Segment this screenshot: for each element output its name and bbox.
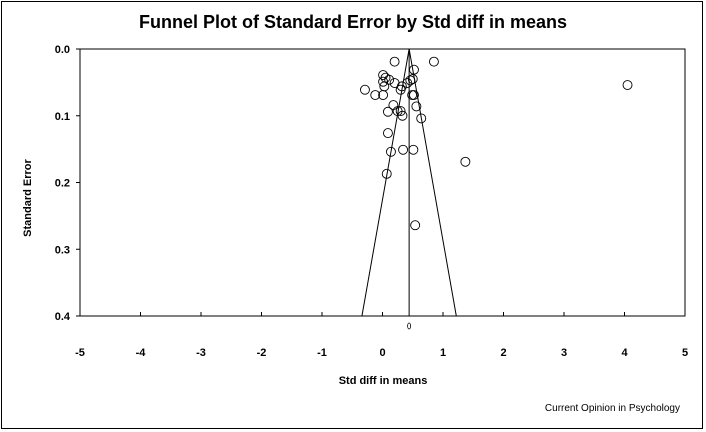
plot-area xyxy=(79,48,686,317)
funnel-right-line xyxy=(408,48,457,317)
y-tick-label: 0.1 xyxy=(55,111,70,123)
study-point xyxy=(395,106,406,117)
study-point xyxy=(386,146,396,157)
study-point xyxy=(428,56,439,67)
credit-text: Current Opinion in Psychology xyxy=(544,403,680,414)
x-tick-label: -2 xyxy=(257,347,267,359)
chart-title: Funnel Plot of Standard Error by Std dif… xyxy=(138,12,568,32)
x-tick-label: 0 xyxy=(379,347,385,359)
study-point xyxy=(416,113,427,124)
data-points xyxy=(360,56,633,231)
x-axis: -5 -4 -3 -2 -1 0 1 2 3 4 5 xyxy=(75,312,688,359)
x-tick-label: 3 xyxy=(561,347,567,359)
study-point xyxy=(398,144,409,155)
y-axis: 0.0 0.1 0.2 0.3 0.4 xyxy=(55,44,80,323)
study-point xyxy=(409,64,419,75)
x-tick-label: 5 xyxy=(682,347,688,359)
y-tick-label: 0.2 xyxy=(55,178,70,190)
y-tick-label: 0.0 xyxy=(55,44,70,56)
x-tick-label: 2 xyxy=(500,347,506,359)
study-point xyxy=(378,90,389,101)
study-point xyxy=(395,84,406,95)
funnel-lines xyxy=(361,48,457,330)
study-point xyxy=(370,90,381,101)
y-tick-label: 0.4 xyxy=(55,311,71,323)
funnel-left-line xyxy=(361,48,410,317)
y-tick-label: 0.3 xyxy=(55,244,70,256)
x-tick-label: -4 xyxy=(136,347,147,359)
study-point xyxy=(397,110,408,121)
x-tick-label: -1 xyxy=(317,347,327,359)
study-point xyxy=(381,168,392,179)
study-point xyxy=(360,84,370,95)
x-tick-label: -5 xyxy=(75,347,85,359)
x-tick-label: 4 xyxy=(621,347,628,359)
study-point xyxy=(384,74,395,85)
study-point xyxy=(622,80,633,90)
study-point xyxy=(410,220,421,231)
study-point xyxy=(402,78,413,88)
x-tick-label: -3 xyxy=(196,347,206,359)
study-point xyxy=(378,76,389,87)
study-point xyxy=(409,90,419,101)
study-point xyxy=(382,106,393,117)
study-point xyxy=(408,144,419,155)
study-point xyxy=(411,101,422,112)
x-tick-label: 1 xyxy=(440,347,446,359)
study-point xyxy=(389,56,400,67)
x-axis-label: Std diff in means xyxy=(338,375,428,387)
study-point xyxy=(405,75,416,86)
summary-diamond-marker xyxy=(407,322,412,330)
study-point xyxy=(382,128,393,139)
study-point xyxy=(460,156,471,167)
